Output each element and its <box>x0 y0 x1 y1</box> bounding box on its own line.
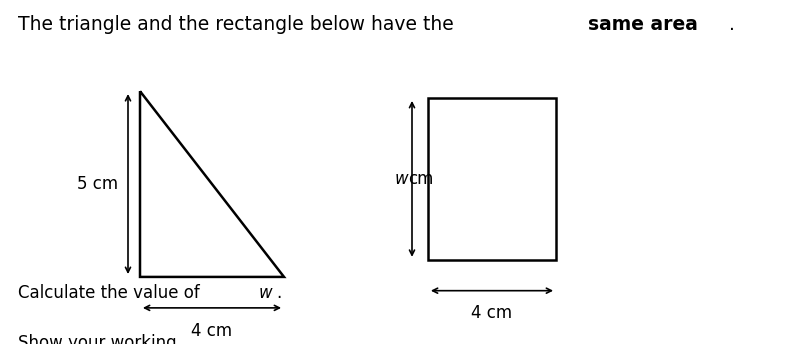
Text: 4 cm: 4 cm <box>191 322 233 340</box>
Bar <box>428 98 556 260</box>
Text: w: w <box>394 170 408 188</box>
Text: .: . <box>277 284 282 302</box>
Text: 5 cm: 5 cm <box>78 175 118 193</box>
Text: Show your working.: Show your working. <box>18 334 182 344</box>
Text: w: w <box>259 284 273 302</box>
Text: The triangle and the rectangle below have the: The triangle and the rectangle below hav… <box>18 15 459 34</box>
Text: cm: cm <box>408 170 434 188</box>
Text: same area: same area <box>587 15 698 34</box>
Text: .: . <box>730 15 735 34</box>
Text: Calculate the value of: Calculate the value of <box>18 284 205 302</box>
Text: 4 cm: 4 cm <box>471 304 513 322</box>
